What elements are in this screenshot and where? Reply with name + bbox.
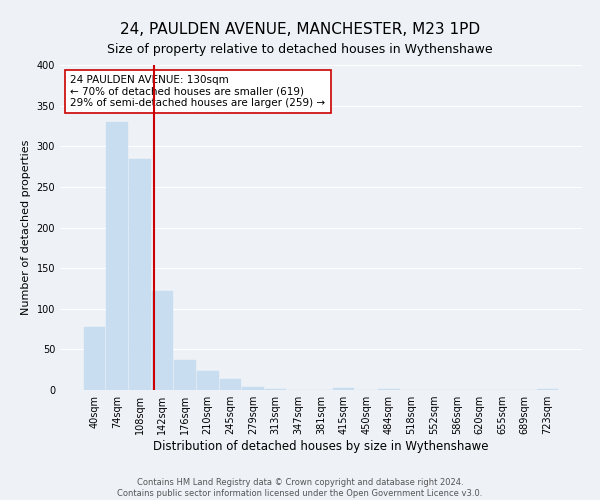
Bar <box>152 291 173 390</box>
Bar <box>265 389 286 390</box>
Bar <box>378 389 400 390</box>
Bar <box>84 328 105 390</box>
Bar <box>175 360 196 390</box>
Bar <box>197 370 218 390</box>
Bar <box>242 387 264 390</box>
Bar <box>106 122 128 390</box>
Text: Contains HM Land Registry data © Crown copyright and database right 2024.
Contai: Contains HM Land Registry data © Crown c… <box>118 478 482 498</box>
Bar <box>129 159 151 390</box>
Bar <box>220 378 241 390</box>
Y-axis label: Number of detached properties: Number of detached properties <box>21 140 31 315</box>
Bar <box>537 389 558 390</box>
Bar <box>333 388 355 390</box>
Text: 24 PAULDEN AVENUE: 130sqm
← 70% of detached houses are smaller (619)
29% of semi: 24 PAULDEN AVENUE: 130sqm ← 70% of detac… <box>70 74 326 108</box>
X-axis label: Distribution of detached houses by size in Wythenshawe: Distribution of detached houses by size … <box>153 440 489 453</box>
Text: 24, PAULDEN AVENUE, MANCHESTER, M23 1PD: 24, PAULDEN AVENUE, MANCHESTER, M23 1PD <box>120 22 480 38</box>
Text: Size of property relative to detached houses in Wythenshawe: Size of property relative to detached ho… <box>107 42 493 56</box>
